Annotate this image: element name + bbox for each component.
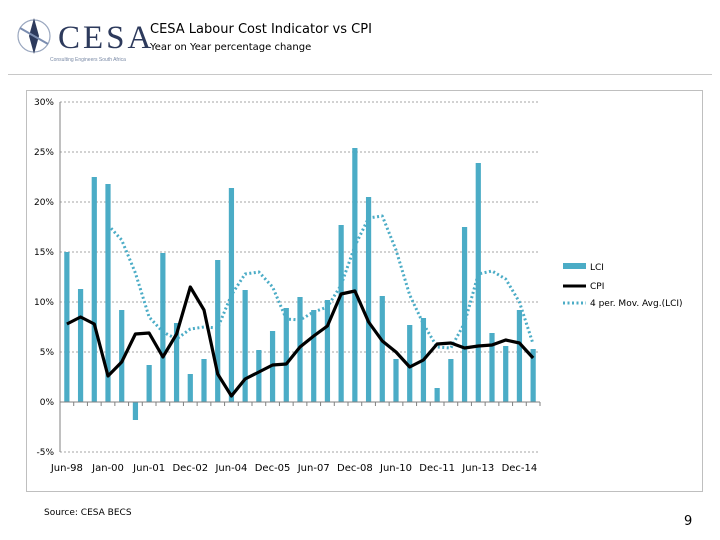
lci-bar — [475, 163, 481, 402]
y-tick-label: 25% — [34, 148, 54, 158]
x-tick-label: Dec-02 — [172, 463, 208, 474]
lci-bar — [448, 359, 454, 402]
lci-bar — [119, 310, 125, 402]
header-divider — [8, 74, 712, 75]
cesa-logo: CESA Consulting Engineers South Africa — [14, 14, 151, 66]
x-tick-label: Dec-11 — [419, 463, 455, 474]
y-tick-label: 15% — [34, 248, 54, 258]
axes: -5% 0% 5% 10% 15% 20% 25% 30% Jun-98 Jan-00 Jun-01… — [34, 98, 541, 474]
y-tick-label: 5% — [40, 348, 55, 358]
x-tick-label: Jun-01 — [132, 463, 165, 474]
lci-bar — [283, 308, 289, 402]
lci-bar — [256, 350, 262, 402]
lci-bar — [201, 359, 207, 402]
lci-bar — [146, 365, 152, 402]
lci-bar — [173, 323, 180, 402]
lci-bar — [516, 310, 523, 402]
lci-bar — [461, 227, 468, 402]
lci-bar — [228, 188, 235, 402]
logo-wordmark: CESA — [58, 20, 155, 56]
x-tick-label: Jun-13 — [461, 463, 494, 474]
lci-bars — [64, 148, 536, 420]
moving-average-line — [106, 214, 535, 350]
x-tick-label: Jun-10 — [379, 463, 412, 474]
lci-bar — [187, 374, 193, 402]
lci-bar — [352, 148, 358, 402]
legend-swatch-lci — [563, 263, 586, 269]
source-note: Source: CESA BECS — [44, 508, 132, 518]
lci-bar — [64, 252, 70, 402]
lci-bar — [393, 359, 399, 402]
x-tick-label: Jun-98 — [50, 463, 83, 474]
page-number: 9 — [684, 514, 693, 529]
x-tick-label: Dec-05 — [255, 463, 291, 474]
x-tick-label: Dec-14 — [502, 463, 538, 474]
lci-bar — [215, 260, 221, 402]
lci-bar — [160, 253, 166, 402]
lci-bar — [242, 290, 248, 402]
y-tick-label: 10% — [34, 298, 54, 308]
y-tick-label: -5% — [36, 448, 54, 458]
page-title: CESA Labour Cost Indicator vs CPI — [150, 22, 372, 37]
x-tick-label: Jun-04 — [214, 463, 247, 474]
lci-bar — [530, 349, 536, 402]
x-tick-label: Jan-00 — [91, 463, 124, 474]
chart-frame — [26, 90, 703, 492]
series-lines — [66, 214, 535, 398]
lci-bar — [407, 325, 413, 402]
lci-bar — [379, 296, 385, 402]
lci-bar — [105, 184, 111, 402]
lci-bar — [311, 310, 317, 402]
logo-tagline: Consulting Engineers South Africa — [50, 57, 126, 63]
lci-bar — [489, 333, 495, 402]
x-tick-label: Jun-07 — [297, 463, 330, 474]
legend: LCI CPI 4 per. Mov. Avg.(LCI) — [563, 263, 683, 309]
lci-bar — [503, 346, 509, 402]
legend-label-cpi: CPI — [590, 282, 604, 292]
lci-bar — [77, 289, 84, 402]
x-tick-label: Dec-08 — [337, 463, 373, 474]
lci-bar — [338, 225, 344, 402]
legend-label-lci: LCI — [590, 263, 604, 273]
lci-bar — [132, 402, 139, 420]
y-tick-label: 30% — [34, 98, 54, 108]
y-tick-label: 0% — [40, 398, 55, 408]
y-tick-label: 20% — [34, 198, 54, 208]
compass-logo-icon — [17, 18, 51, 54]
lci-bar — [434, 388, 440, 402]
lci-bar — [365, 197, 372, 402]
cpi-line — [66, 285, 535, 398]
legend-label-mov-avg: 4 per. Mov. Avg.(LCI) — [590, 299, 683, 309]
lci-bar — [324, 300, 331, 402]
lci-bar — [91, 177, 97, 402]
page-subtitle: Year on Year percentage change — [150, 42, 312, 53]
